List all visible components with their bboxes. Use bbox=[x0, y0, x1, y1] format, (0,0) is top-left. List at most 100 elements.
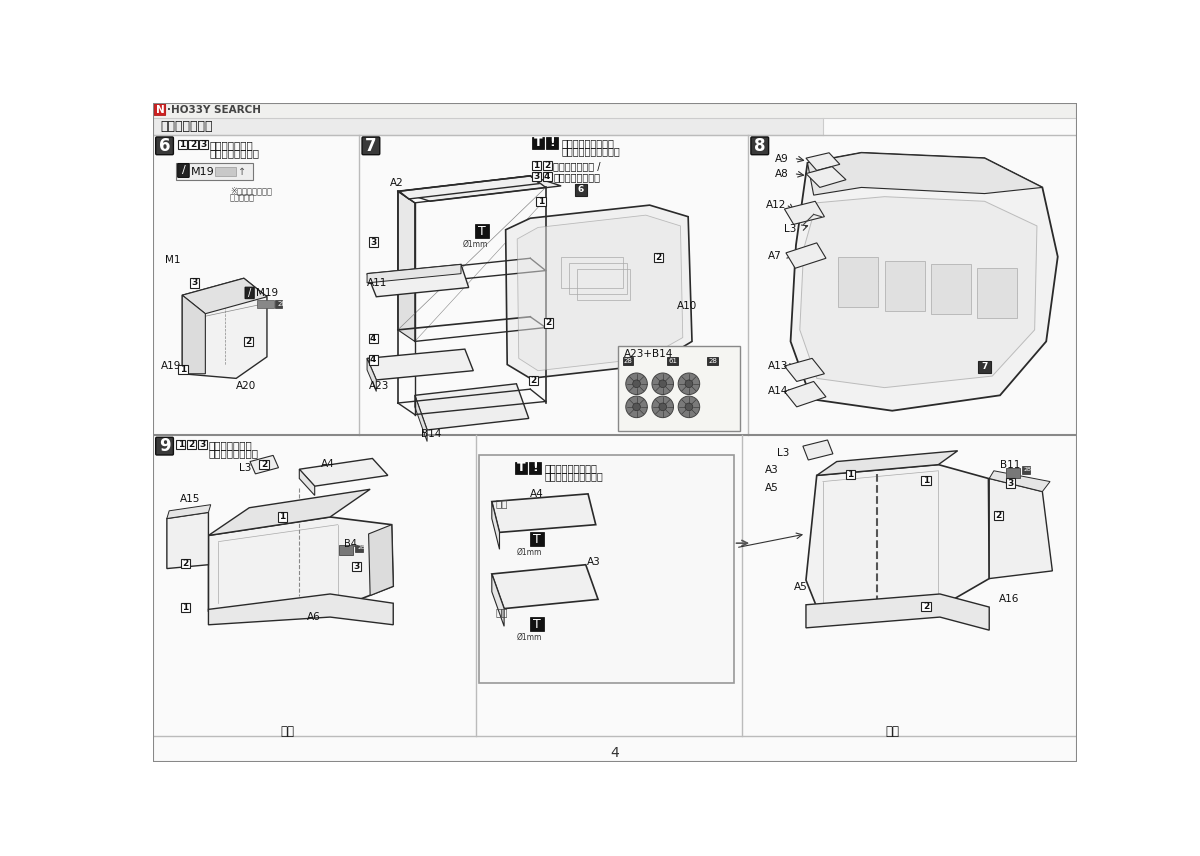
Text: 4: 4 bbox=[370, 334, 377, 343]
Text: ·HO33Y SEARCH: ·HO33Y SEARCH bbox=[167, 105, 260, 116]
Polygon shape bbox=[786, 243, 826, 268]
Polygon shape bbox=[492, 574, 504, 627]
Text: B11: B11 bbox=[1000, 460, 1020, 470]
Text: 4: 4 bbox=[611, 746, 619, 760]
Text: A3: A3 bbox=[587, 557, 601, 567]
Text: 3: 3 bbox=[199, 440, 205, 449]
Polygon shape bbox=[492, 565, 598, 609]
Text: A19: A19 bbox=[161, 360, 181, 371]
Text: A7: A7 bbox=[768, 251, 781, 260]
Text: ※向きに注意して: ※向きに注意して bbox=[230, 186, 272, 195]
Text: A6: A6 bbox=[307, 612, 320, 622]
Polygon shape bbox=[785, 201, 824, 224]
Bar bbox=[994, 511, 1003, 520]
Text: B14: B14 bbox=[421, 429, 442, 439]
Bar bbox=[215, 167, 236, 175]
FancyBboxPatch shape bbox=[751, 137, 769, 155]
Bar bbox=[529, 376, 538, 385]
Polygon shape bbox=[400, 175, 540, 199]
Circle shape bbox=[659, 403, 666, 411]
Text: /: / bbox=[181, 165, 185, 175]
Polygon shape bbox=[806, 594, 989, 630]
Polygon shape bbox=[791, 152, 1057, 411]
Bar bbox=[199, 140, 209, 149]
Bar bbox=[190, 278, 199, 288]
Bar bbox=[368, 334, 378, 343]
Text: 立ててください。: 立ててください。 bbox=[553, 172, 600, 182]
Text: 2: 2 bbox=[655, 253, 661, 262]
Bar bbox=[277, 513, 287, 521]
FancyBboxPatch shape bbox=[156, 437, 174, 455]
Text: 3: 3 bbox=[200, 140, 206, 149]
Bar bbox=[530, 532, 544, 546]
Polygon shape bbox=[209, 517, 394, 611]
Bar bbox=[542, 172, 552, 181]
Polygon shape bbox=[505, 205, 692, 378]
Bar bbox=[667, 357, 678, 366]
Text: 1: 1 bbox=[178, 440, 184, 449]
Bar bbox=[931, 265, 971, 314]
Bar bbox=[178, 140, 187, 149]
Bar bbox=[654, 253, 662, 262]
Bar bbox=[368, 355, 378, 365]
Text: 28: 28 bbox=[624, 358, 632, 364]
Polygon shape bbox=[989, 471, 1050, 491]
Text: 1: 1 bbox=[533, 162, 540, 170]
Text: 左側: 左側 bbox=[886, 725, 899, 738]
FancyBboxPatch shape bbox=[154, 104, 166, 116]
Text: 2: 2 bbox=[182, 559, 188, 568]
Bar bbox=[846, 470, 856, 479]
Text: 4: 4 bbox=[544, 172, 551, 181]
Bar bbox=[708, 357, 718, 366]
Polygon shape bbox=[398, 191, 415, 283]
Bar bbox=[922, 602, 931, 611]
Text: T: T bbox=[478, 225, 486, 238]
Text: A14: A14 bbox=[768, 386, 788, 396]
Polygon shape bbox=[299, 459, 388, 486]
Bar bbox=[480, 455, 733, 682]
Bar bbox=[515, 461, 527, 474]
Text: 組み立てる前に必ず: 組み立てる前に必ず bbox=[544, 463, 598, 473]
Bar bbox=[884, 260, 924, 311]
FancyBboxPatch shape bbox=[178, 163, 190, 177]
Text: の番号順に組み /: の番号順に組み / bbox=[553, 161, 601, 171]
Text: 2: 2 bbox=[995, 511, 1002, 520]
Text: 1: 1 bbox=[280, 513, 286, 521]
Text: 2: 2 bbox=[546, 318, 552, 328]
Polygon shape bbox=[400, 175, 562, 201]
Text: A23: A23 bbox=[368, 382, 389, 391]
Text: の番号順に組み: の番号順に組み bbox=[210, 140, 253, 150]
Bar bbox=[1021, 467, 1030, 474]
Text: 穴を開けてください。: 穴を開けてください。 bbox=[544, 472, 602, 482]
Polygon shape bbox=[299, 469, 314, 496]
Circle shape bbox=[678, 396, 700, 418]
Text: 28: 28 bbox=[708, 358, 718, 364]
Polygon shape bbox=[989, 479, 1052, 579]
Text: 右側: 右側 bbox=[496, 498, 508, 508]
Polygon shape bbox=[785, 382, 826, 407]
Polygon shape bbox=[367, 359, 377, 391]
Text: !: ! bbox=[532, 461, 538, 474]
Text: A10: A10 bbox=[677, 301, 697, 312]
Polygon shape bbox=[398, 272, 415, 342]
Polygon shape bbox=[182, 295, 205, 374]
Bar bbox=[181, 559, 190, 568]
Text: 7: 7 bbox=[982, 362, 988, 372]
Bar bbox=[475, 224, 488, 238]
Bar bbox=[355, 544, 364, 552]
Text: の番号順に組み: の番号順に組み bbox=[209, 440, 252, 450]
Text: !: ! bbox=[548, 136, 554, 149]
Text: A9: A9 bbox=[775, 153, 788, 163]
Bar bbox=[532, 137, 544, 149]
Bar bbox=[530, 617, 544, 631]
Text: 2: 2 bbox=[260, 461, 268, 469]
Text: A3: A3 bbox=[766, 465, 779, 474]
Text: T: T bbox=[517, 461, 526, 474]
Text: 3: 3 bbox=[353, 562, 360, 571]
Bar bbox=[176, 440, 185, 449]
Circle shape bbox=[685, 380, 692, 388]
Circle shape bbox=[625, 396, 647, 418]
Text: 1: 1 bbox=[847, 470, 853, 479]
Text: 1: 1 bbox=[182, 603, 188, 612]
Bar bbox=[275, 300, 282, 308]
